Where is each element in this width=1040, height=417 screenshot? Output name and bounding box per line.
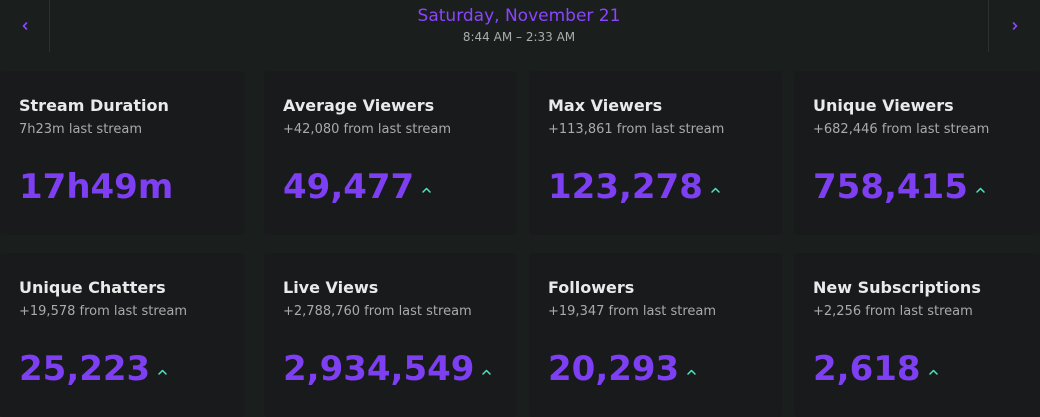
stat-comparison: +19,578 from last stream (19, 304, 188, 319)
stat-card-max-viewers: Max Viewers +113,861 from last stream 12… (529, 71, 782, 235)
stat-title: Stream Duration (19, 96, 169, 115)
date-navigation-bar: Saturday, November 21 8:44 AM – 2:33 AM (0, 0, 1040, 52)
trend-up-icon (687, 369, 696, 375)
stat-title: Unique Viewers (813, 96, 954, 115)
stat-value: 123,278 (548, 167, 703, 207)
stat-card-new-subscriptions: New Subscriptions +2,256 from last strea… (794, 253, 1040, 417)
stat-comparison: +19,347 from last stream (548, 304, 717, 319)
stat-value: 2,934,549 (283, 349, 475, 389)
trend-up-icon (711, 187, 720, 193)
chevron-right-icon (1012, 22, 1018, 30)
trend-up-icon (158, 369, 167, 375)
stat-comparison: +42,080 from last stream (283, 122, 452, 137)
stat-comparison: +682,446 from last stream (813, 122, 990, 137)
stat-card-average-viewers: Average Viewers +42,080 from last stream… (264, 71, 517, 235)
trend-up-icon (928, 369, 938, 375)
stat-title: Average Viewers (283, 96, 435, 115)
stat-comparison: +2,256 from last stream (813, 304, 973, 319)
stat-value: 20,293 (548, 349, 680, 389)
stream-date-header: Saturday, November 21 8:44 AM – 2:33 AM (50, 5, 988, 46)
stat-title: Followers (548, 278, 635, 297)
stat-comparison: 7h23m last stream (19, 122, 142, 137)
stat-card-unique-chatters: Unique Chatters +19,578 from last stream… (0, 253, 245, 417)
stat-value: 17h49m (19, 167, 174, 207)
stat-comparison: +113,861 from last stream (548, 122, 725, 137)
stat-card-stream-duration: Stream Duration 7h23m last stream 17h49m (0, 71, 245, 235)
trend-up-icon (482, 369, 492, 375)
stat-comparison: +2,788,760 from last stream (283, 304, 472, 319)
stat-title: Max Viewers (548, 96, 663, 115)
trend-up-icon (422, 187, 431, 193)
stat-value: 49,477 (283, 167, 415, 207)
stream-date: Saturday, November 21 (417, 6, 621, 26)
stat-card-live-views: Live Views +2,788,760 from last stream 2… (264, 253, 517, 417)
stat-value: 2,618 (813, 349, 921, 389)
stat-card-unique-viewers: Unique Viewers +682,446 from last stream… (794, 71, 1040, 235)
stat-card-followers: Followers +19,347 from last stream 20,29… (529, 253, 782, 417)
stat-title: Live Views (283, 278, 379, 297)
trend-up-icon (976, 187, 985, 193)
next-stream-button[interactable] (988, 0, 1040, 52)
previous-stream-button[interactable] (0, 0, 50, 52)
stream-time-range: 8:44 AM – 2:33 AM (462, 30, 576, 44)
stat-value: 25,223 (19, 349, 151, 389)
stat-title: Unique Chatters (19, 278, 166, 297)
chevron-left-icon (22, 22, 27, 30)
stat-title: New Subscriptions (813, 278, 981, 297)
stat-value: 758,415 (813, 167, 968, 207)
